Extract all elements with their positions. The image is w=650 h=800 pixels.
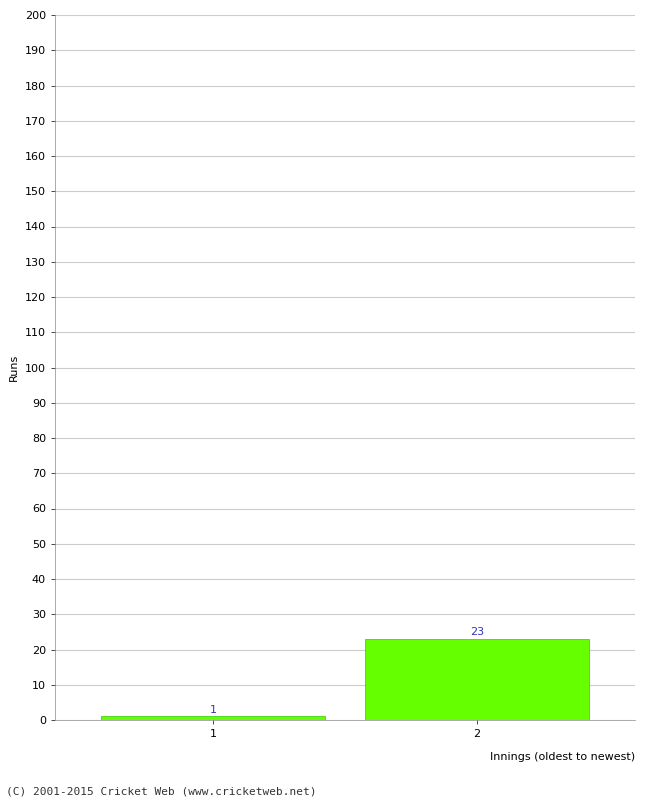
Bar [101, 717, 325, 720]
Text: (C) 2001-2015 Cricket Web (www.cricketweb.net): (C) 2001-2015 Cricket Web (www.cricketwe… [6, 786, 317, 796]
Text: 1: 1 [210, 705, 216, 714]
Text: Innings (oldest to newest): Innings (oldest to newest) [490, 752, 635, 762]
Bar [365, 639, 589, 720]
Y-axis label: Runs: Runs [9, 354, 20, 381]
Text: 23: 23 [470, 627, 484, 637]
